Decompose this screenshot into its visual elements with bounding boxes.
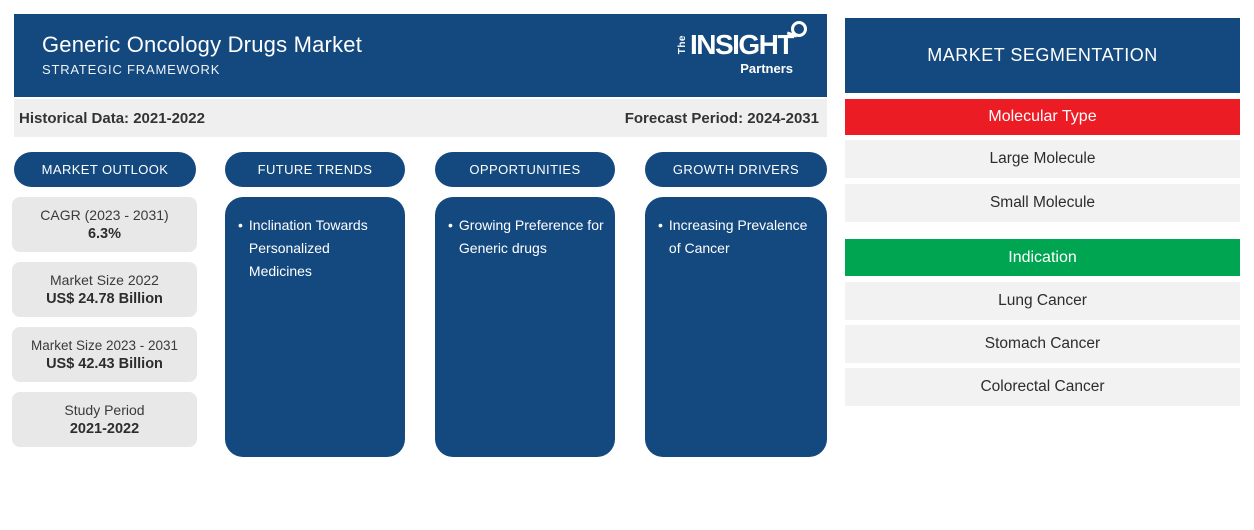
bullet-text: Increasing Prevalence of Cancer — [668, 217, 808, 257]
stat-card-cagr: CAGR (2023 - 2031) 6.3% — [12, 197, 197, 252]
stat-label: Market Size 2022 — [50, 272, 159, 288]
segment-item-stomach-cancer: Stomach Cancer — [845, 325, 1240, 363]
pill-growth-drivers: GROWTH DRIVERS — [645, 152, 827, 187]
segment-item-colorectal-cancer: Colorectal Cancer — [845, 368, 1240, 406]
market-segmentation-header: MARKET SEGMENTATION — [845, 18, 1240, 93]
logo-partners-text: Partners — [740, 61, 793, 76]
segment-group-indication: Indication — [845, 239, 1240, 276]
stat-label: CAGR (2023 - 2031) — [40, 207, 169, 223]
bullet-text: Growing Preference for Generic drugs — [458, 217, 604, 257]
pill-future-trends: FUTURE TRENDS — [225, 152, 405, 187]
bullet-text: Inclination Towards Personalized Medicin… — [248, 217, 368, 280]
stat-label: Study Period — [64, 402, 145, 418]
growth-drivers-box: • Increasing Prevalence of Cancer — [645, 197, 827, 457]
pill-opportunities: OPPORTUNITIES — [435, 152, 615, 187]
future-trends-box: • Inclination Towards Personalized Medic… — [225, 197, 405, 457]
logo-insight-text: INSIGHT — [689, 29, 795, 60]
historical-data-label: Historical Data: 2021-2022 — [19, 109, 205, 127]
stat-card-study-period: Study Period 2021-2022 — [12, 392, 197, 447]
bullet-icon: • — [238, 217, 243, 233]
segment-group-molecular-type: Molecular Type — [845, 99, 1240, 135]
bullet-item: • Increasing Prevalence of Cancer — [658, 214, 817, 260]
stat-card-market-size-2023-2031: Market Size 2023 - 2031 US$ 42.43 Billio… — [12, 327, 197, 382]
stat-card-market-size-2022: Market Size 2022 US$ 24.78 Billion — [12, 262, 197, 317]
bullet-icon: • — [658, 217, 663, 233]
stat-value: 6.3% — [87, 226, 122, 242]
bullet-item: • Growing Preference for Generic drugs — [448, 214, 605, 260]
header-text: Generic Oncology Drugs Market STRATEGIC … — [42, 32, 362, 77]
period-bar: Historical Data: 2021-2022 Forecast Peri… — [14, 99, 827, 137]
insight-partners-logo: The INSIGHT Partners — [676, 21, 807, 76]
pill-market-outlook: MARKET OUTLOOK — [14, 152, 196, 187]
stat-label: Market Size 2023 - 2031 — [30, 337, 179, 353]
forecast-period-label: Forecast Period: 2024-2031 — [624, 109, 819, 127]
header-bar: Generic Oncology Drugs Market STRATEGIC … — [14, 14, 827, 97]
segment-item-lung-cancer: Lung Cancer — [845, 282, 1240, 320]
segment-item-large-molecule: Large Molecule — [845, 140, 1240, 178]
bullet-icon: • — [448, 217, 453, 233]
opportunities-box: • Growing Preference for Generic drugs — [435, 197, 615, 457]
bullet-item: • Inclination Towards Personalized Medic… — [238, 214, 395, 283]
segment-item-small-molecule: Small Molecule — [845, 184, 1240, 222]
logo-the-text: The — [676, 35, 688, 55]
stat-value: 2021-2022 — [69, 421, 140, 437]
page-title: Generic Oncology Drugs Market — [42, 32, 363, 57]
logo-row: The INSIGHT — [676, 21, 807, 60]
stat-value: US$ 42.43 Billion — [46, 355, 163, 372]
page-subtitle: STRATEGIC FRAMEWORK — [42, 62, 221, 77]
magnifier-lens-icon — [791, 21, 807, 37]
stat-value: US$ 24.78 Billion — [46, 291, 163, 307]
